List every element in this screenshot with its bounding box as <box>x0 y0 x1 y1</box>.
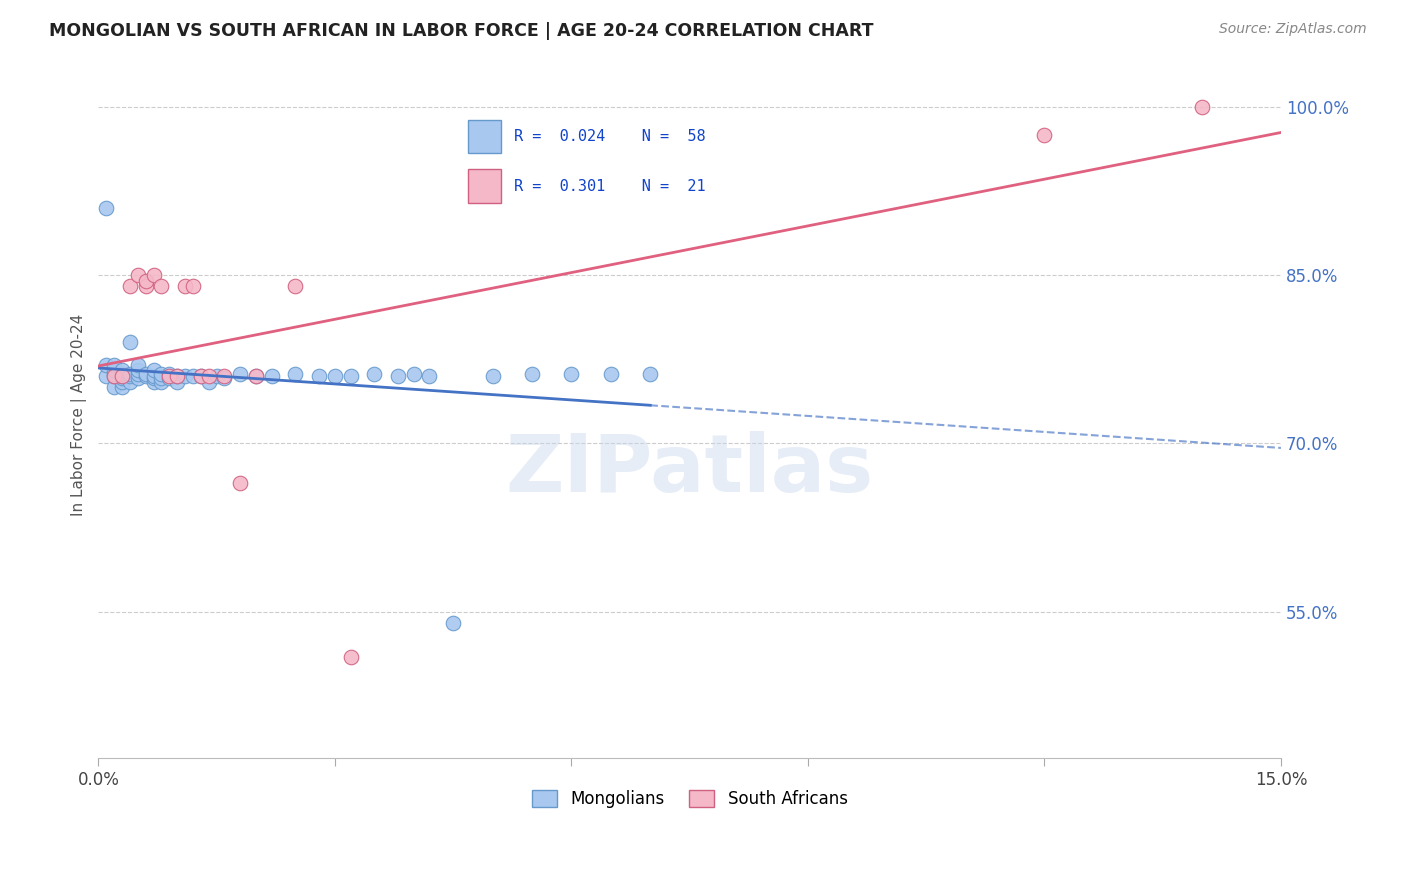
Point <box>111 367 134 381</box>
Point <box>481 369 503 384</box>
Point <box>111 371 134 385</box>
Point <box>363 367 385 381</box>
Point <box>103 369 125 384</box>
Point <box>157 371 180 385</box>
Point <box>127 367 149 381</box>
Point <box>103 358 125 372</box>
Point <box>127 358 149 372</box>
Point <box>245 369 267 384</box>
Point <box>205 369 228 384</box>
Point <box>96 369 118 384</box>
Point <box>111 363 134 377</box>
Point <box>135 369 157 384</box>
Point <box>284 367 307 381</box>
Point <box>1191 100 1213 114</box>
Point <box>111 380 134 394</box>
Point <box>560 367 582 381</box>
Point <box>214 369 236 384</box>
Text: Source: ZipAtlas.com: Source: ZipAtlas.com <box>1219 22 1367 37</box>
Point <box>103 369 125 384</box>
Point <box>229 475 252 490</box>
Point <box>111 369 134 384</box>
Text: ZIPatlas: ZIPatlas <box>506 431 873 509</box>
Point <box>166 369 188 384</box>
Point <box>150 367 173 381</box>
Point <box>103 367 125 381</box>
Point <box>118 367 141 381</box>
Point <box>103 363 125 377</box>
Point <box>197 375 219 389</box>
Point <box>150 375 173 389</box>
Point <box>260 369 283 384</box>
Point <box>157 367 180 381</box>
Point <box>339 369 361 384</box>
Point <box>118 369 141 384</box>
Point <box>142 371 165 385</box>
Point <box>135 367 157 381</box>
Point <box>418 369 440 384</box>
Point <box>599 367 621 381</box>
Point <box>197 369 219 384</box>
Point <box>323 369 346 384</box>
Point <box>402 367 425 381</box>
Legend: Mongolians, South Africans: Mongolians, South Africans <box>524 783 855 814</box>
Point <box>142 375 165 389</box>
Text: MONGOLIAN VS SOUTH AFRICAN IN LABOR FORCE | AGE 20-24 CORRELATION CHART: MONGOLIAN VS SOUTH AFRICAN IN LABOR FORC… <box>49 22 873 40</box>
Point <box>214 371 236 385</box>
Point <box>96 201 118 215</box>
Point <box>150 279 173 293</box>
Point <box>520 367 543 381</box>
Point <box>638 367 661 381</box>
Point <box>284 279 307 293</box>
Point <box>111 375 134 389</box>
Point <box>142 369 165 384</box>
Point <box>229 367 252 381</box>
Point <box>190 369 212 384</box>
Y-axis label: In Labor Force | Age 20-24: In Labor Force | Age 20-24 <box>72 314 87 516</box>
Point <box>181 279 204 293</box>
Point <box>118 279 141 293</box>
Point <box>339 649 361 664</box>
Point <box>157 369 180 384</box>
Point <box>174 369 197 384</box>
Point <box>1033 128 1056 142</box>
Point <box>308 369 330 384</box>
Point <box>166 369 188 384</box>
Point <box>118 335 141 350</box>
Point <box>135 279 157 293</box>
Point <box>142 363 165 377</box>
Point <box>150 371 173 385</box>
Point <box>142 268 165 282</box>
Point <box>245 369 267 384</box>
Point <box>441 615 464 630</box>
Point <box>174 279 197 293</box>
Point <box>111 369 134 384</box>
Point <box>103 380 125 394</box>
Point <box>127 268 149 282</box>
Point <box>96 358 118 372</box>
Point <box>118 375 141 389</box>
Point <box>181 369 204 384</box>
Point <box>166 375 188 389</box>
Point <box>387 369 409 384</box>
Point <box>127 371 149 385</box>
Point <box>135 274 157 288</box>
Point <box>190 369 212 384</box>
Point <box>127 363 149 377</box>
